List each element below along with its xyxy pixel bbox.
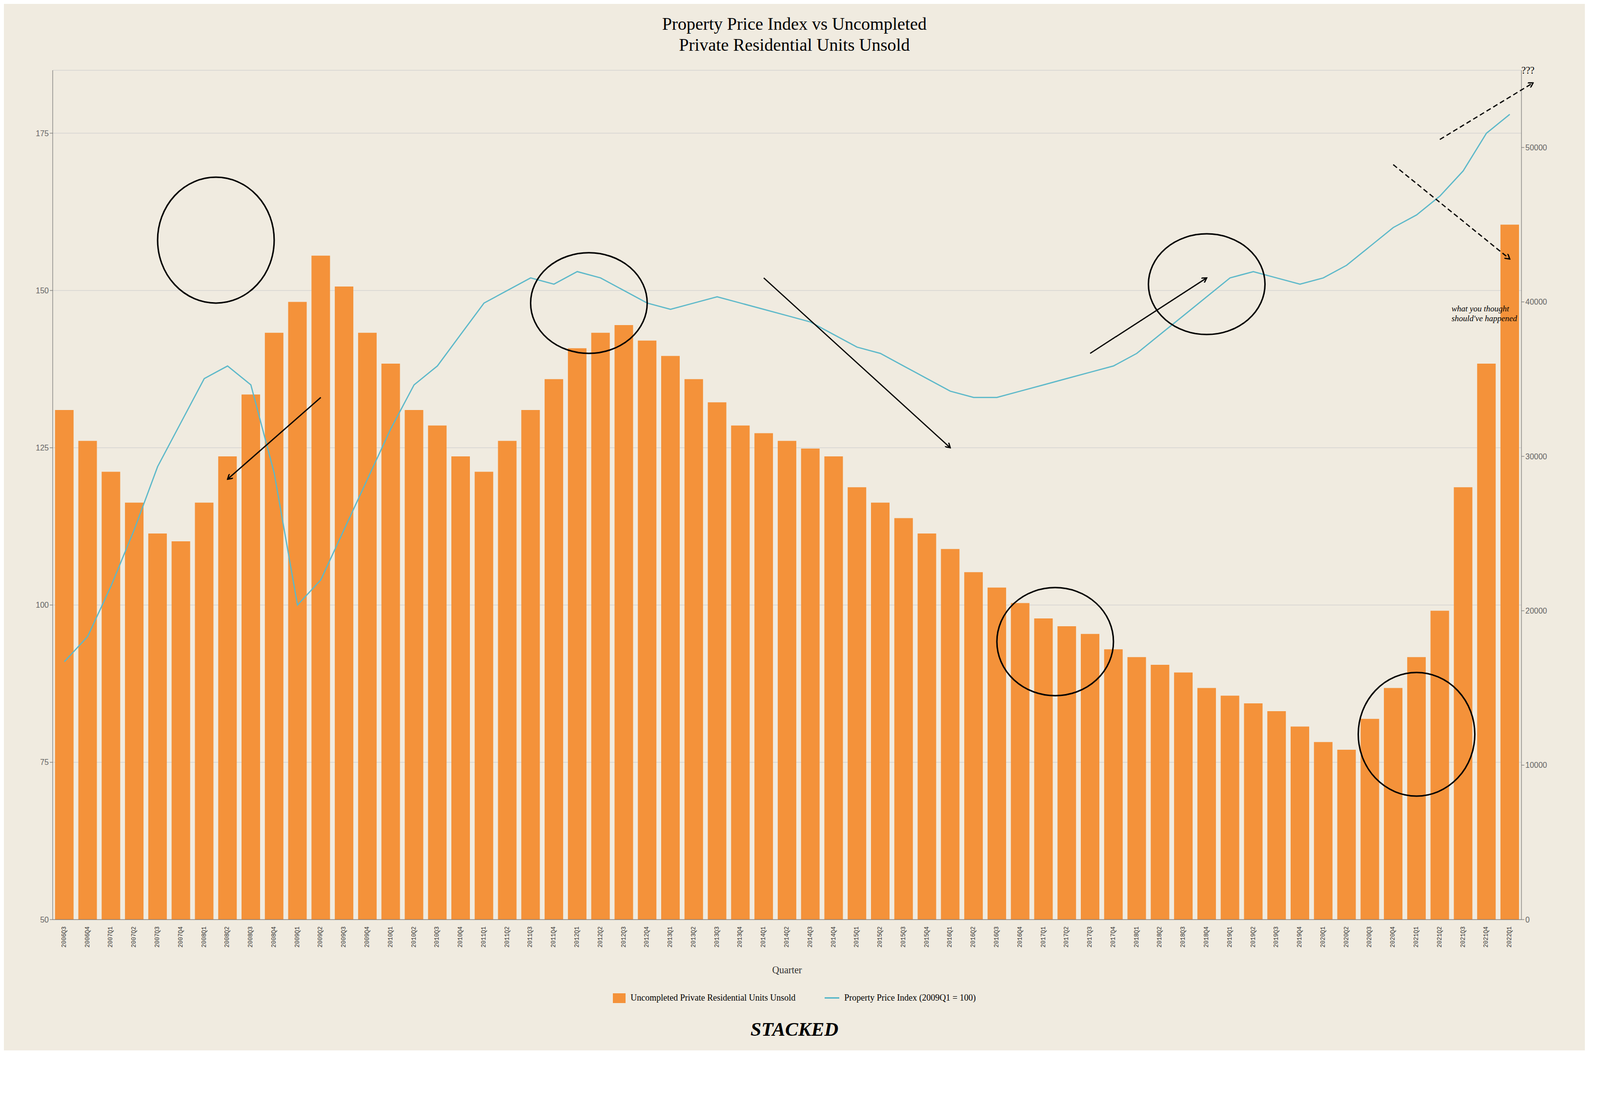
html-text:STACKED: STACKED: [750, 1018, 839, 1041]
svg-text:2007Q3: 2007Q3: [154, 926, 162, 948]
svg-text:2008Q3: 2008Q3: [247, 926, 255, 948]
svg-text:2010Q2: 2010Q2: [410, 926, 418, 948]
svg-text:2014Q1: 2014Q1: [760, 926, 768, 948]
svg-text:2007Q2: 2007Q2: [130, 926, 138, 948]
svg-text:2015Q4: 2015Q4: [923, 926, 931, 948]
svg-text:2021Q2: 2021Q2: [1436, 926, 1444, 948]
svg-text:2013Q1: 2013Q1: [667, 926, 674, 948]
svg-text:2013Q4: 2013Q4: [736, 926, 744, 948]
html-text:Uncompleted Private Residentia: Uncompleted Private Residential Units Un…: [630, 992, 796, 1003]
svg-text:10000: 10000: [1525, 761, 1548, 770]
svg-text:2013Q3: 2013Q3: [713, 926, 721, 948]
svg-text:2007Q1: 2007Q1: [107, 926, 115, 948]
svg-text:2012Q4: 2012Q4: [643, 926, 651, 948]
svg-text:2017Q1: 2017Q1: [1040, 926, 1048, 948]
svg-text:2020Q3: 2020Q3: [1366, 926, 1374, 948]
svg-text:2011Q3: 2011Q3: [526, 926, 534, 948]
svg-text:2019Q3: 2019Q3: [1273, 926, 1280, 948]
svg-text:2021Q3: 2021Q3: [1459, 926, 1467, 948]
svg-text:2016Q4: 2016Q4: [1016, 926, 1024, 948]
svg-text:2014Q4: 2014Q4: [830, 926, 838, 948]
svg-text:2018Q1: 2018Q1: [1133, 926, 1141, 948]
svg-text:2014Q3: 2014Q3: [807, 926, 814, 948]
svg-text:2009Q3: 2009Q3: [340, 926, 348, 948]
svg-text:2011Q2: 2011Q2: [504, 926, 511, 948]
svg-text:2013Q2: 2013Q2: [690, 926, 698, 948]
svg-text:2016Q1: 2016Q1: [946, 926, 954, 948]
svg-text:2012Q3: 2012Q3: [620, 926, 628, 948]
svg-text:30000: 30000: [1525, 452, 1548, 461]
svg-text:50: 50: [40, 915, 49, 924]
svg-text:2010Q3: 2010Q3: [433, 926, 441, 948]
svg-text:Quarter: Quarter: [771, 964, 802, 975]
svg-text:2018Q3: 2018Q3: [1179, 926, 1187, 948]
html-text:Property Price Index vs Uncomp: Property Price Index vs Uncompleted Priv…: [662, 14, 927, 55]
svg-text:2011Q1: 2011Q1: [480, 926, 488, 948]
svg-text:what you thoughtshould've happ: what you thoughtshould've happened: [1451, 303, 1518, 324]
svg-text:40000: 40000: [1525, 298, 1548, 307]
svg-text:100: 100: [35, 601, 49, 610]
svg-text:2018Q2: 2018Q2: [1156, 926, 1164, 948]
svg-text:2017Q2: 2017Q2: [1063, 926, 1071, 948]
svg-text:2010Q1: 2010Q1: [387, 926, 395, 948]
svg-text:2008Q2: 2008Q2: [223, 926, 231, 948]
svg-text:2020Q2: 2020Q2: [1343, 926, 1351, 948]
svg-text:2006Q4: 2006Q4: [84, 926, 92, 948]
svg-text:2018Q4: 2018Q4: [1203, 926, 1211, 948]
svg-text:2006Q3: 2006Q3: [60, 926, 68, 948]
svg-text:2021Q4: 2021Q4: [1482, 926, 1490, 948]
svg-text:2009Q2: 2009Q2: [317, 926, 325, 948]
html-text:Property Price Index (2009Q1 =: Property Price Index (2009Q1 = 100): [844, 992, 976, 1003]
svg-text:2012Q2: 2012Q2: [597, 926, 605, 948]
svg-text:2014Q2: 2014Q2: [783, 926, 791, 948]
svg-text:2008Q4: 2008Q4: [270, 926, 278, 948]
svg-text:2021Q1: 2021Q1: [1413, 926, 1420, 948]
svg-text:2015Q3: 2015Q3: [900, 926, 908, 948]
svg-text:2019Q1: 2019Q1: [1226, 926, 1234, 948]
svg-text:20000: 20000: [1525, 606, 1548, 615]
svg-text:2017Q4: 2017Q4: [1110, 926, 1117, 948]
svg-text:2020Q1: 2020Q1: [1319, 926, 1327, 948]
svg-text:2008Q1: 2008Q1: [201, 926, 208, 948]
svg-text:2009Q4: 2009Q4: [364, 926, 371, 948]
svg-text:50000: 50000: [1525, 143, 1548, 152]
svg-text:175: 175: [35, 129, 49, 138]
svg-text:2015Q1: 2015Q1: [853, 926, 861, 948]
svg-text:2009Q1: 2009Q1: [294, 926, 302, 948]
svg-text:125: 125: [35, 443, 49, 452]
svg-text:???: ???: [1521, 64, 1535, 76]
svg-text:2012Q1: 2012Q1: [573, 926, 581, 948]
svg-text:2016Q2: 2016Q2: [970, 926, 977, 948]
svg-text:2010Q4: 2010Q4: [457, 926, 465, 948]
svg-text:0: 0: [1525, 915, 1530, 924]
svg-text:2016Q3: 2016Q3: [993, 926, 1001, 948]
svg-text:2015Q2: 2015Q2: [876, 926, 884, 948]
svg-text:2011Q4: 2011Q4: [550, 926, 558, 948]
svg-text:2017Q3: 2017Q3: [1086, 926, 1094, 948]
svg-text:75: 75: [40, 758, 49, 767]
svg-text:2019Q4: 2019Q4: [1296, 926, 1304, 948]
svg-text:2019Q2: 2019Q2: [1250, 926, 1257, 948]
svg-text:2007Q4: 2007Q4: [177, 926, 185, 948]
svg-text:2022Q1: 2022Q1: [1506, 926, 1514, 948]
svg-text:150: 150: [35, 286, 49, 295]
svg-text:2020Q4: 2020Q4: [1389, 926, 1397, 948]
